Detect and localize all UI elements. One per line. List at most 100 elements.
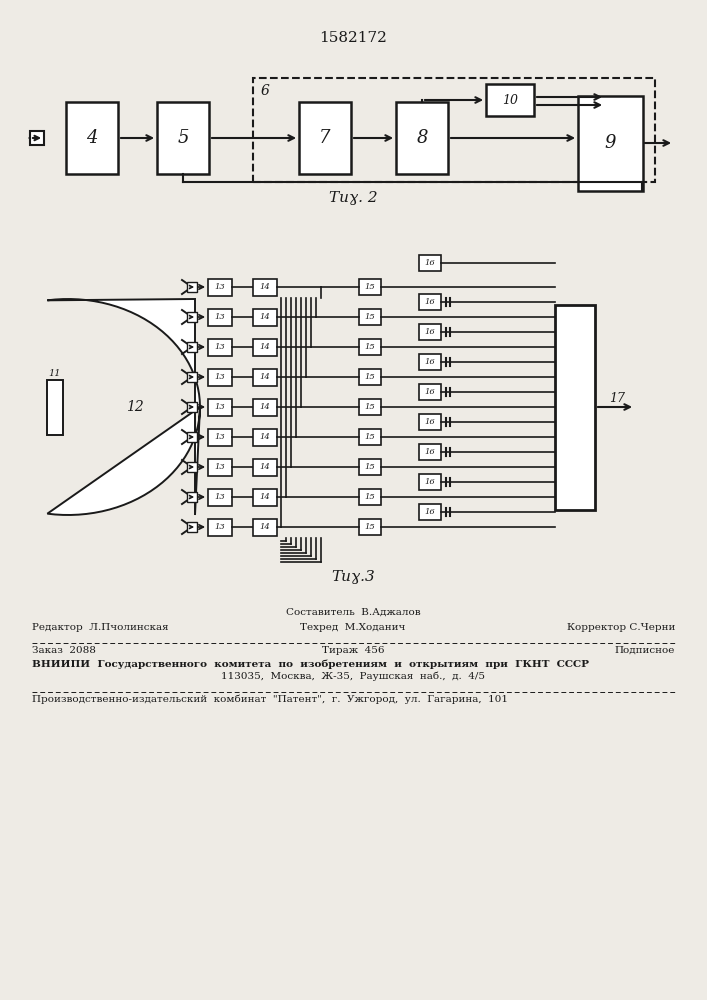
FancyBboxPatch shape <box>359 369 381 385</box>
FancyBboxPatch shape <box>208 368 232 385</box>
Text: 16: 16 <box>425 259 436 267</box>
FancyBboxPatch shape <box>253 488 277 506</box>
Polygon shape <box>187 522 197 532</box>
Polygon shape <box>187 462 197 472</box>
Text: Заказ  2088: Заказ 2088 <box>32 646 96 655</box>
FancyBboxPatch shape <box>253 428 277 446</box>
Text: 13: 13 <box>215 463 226 471</box>
Bar <box>253 78 655 182</box>
Text: 15: 15 <box>365 493 375 501</box>
Text: 13: 13 <box>215 493 226 501</box>
FancyBboxPatch shape <box>419 474 441 490</box>
FancyBboxPatch shape <box>208 308 232 326</box>
Text: 13: 13 <box>215 523 226 531</box>
Text: 16: 16 <box>425 478 436 486</box>
Polygon shape <box>30 131 44 145</box>
FancyBboxPatch shape <box>253 368 277 385</box>
Text: Корректор С.Черни: Корректор С.Черни <box>566 623 675 632</box>
Text: 16: 16 <box>425 418 436 426</box>
Text: 1582172: 1582172 <box>319 31 387 45</box>
Text: Редактор  Л.Пчолинская: Редактор Л.Пчолинская <box>32 623 169 632</box>
Text: 13: 13 <box>215 433 226 441</box>
Text: 15: 15 <box>365 343 375 351</box>
FancyBboxPatch shape <box>299 102 351 174</box>
FancyBboxPatch shape <box>208 488 232 506</box>
Text: 14: 14 <box>259 403 270 411</box>
Text: 14: 14 <box>259 343 270 351</box>
Text: 15: 15 <box>365 523 375 531</box>
Text: 13: 13 <box>215 283 226 291</box>
FancyBboxPatch shape <box>253 458 277 476</box>
FancyBboxPatch shape <box>208 428 232 446</box>
FancyBboxPatch shape <box>419 504 441 520</box>
Text: 5: 5 <box>177 129 189 147</box>
Text: Τиɣ. 2: Τиɣ. 2 <box>329 191 378 205</box>
Text: 15: 15 <box>365 463 375 471</box>
Text: 16: 16 <box>425 358 436 366</box>
Text: 17: 17 <box>609 392 625 406</box>
Text: Τиɣ.3: Τиɣ.3 <box>331 570 375 584</box>
Text: 8: 8 <box>416 129 428 147</box>
Text: 11: 11 <box>49 369 62 378</box>
FancyBboxPatch shape <box>253 338 277 356</box>
Polygon shape <box>187 402 197 412</box>
Text: 13: 13 <box>215 343 226 351</box>
Text: 16: 16 <box>425 328 436 336</box>
FancyBboxPatch shape <box>359 309 381 325</box>
Text: 14: 14 <box>259 313 270 321</box>
FancyBboxPatch shape <box>208 398 232 416</box>
FancyBboxPatch shape <box>208 458 232 476</box>
FancyBboxPatch shape <box>555 304 595 510</box>
Text: 9: 9 <box>604 134 616 152</box>
Text: 15: 15 <box>365 283 375 291</box>
FancyBboxPatch shape <box>419 255 441 271</box>
Text: 13: 13 <box>215 313 226 321</box>
Text: 16: 16 <box>425 508 436 516</box>
FancyBboxPatch shape <box>419 354 441 370</box>
Text: 14: 14 <box>259 463 270 471</box>
FancyBboxPatch shape <box>253 308 277 326</box>
FancyBboxPatch shape <box>253 518 277 536</box>
Text: Подписное: Подписное <box>614 646 675 655</box>
Text: 15: 15 <box>365 433 375 441</box>
FancyBboxPatch shape <box>419 444 441 460</box>
Text: 6: 6 <box>261 84 270 98</box>
Text: 10: 10 <box>502 94 518 106</box>
FancyBboxPatch shape <box>47 379 63 434</box>
FancyBboxPatch shape <box>419 414 441 430</box>
FancyBboxPatch shape <box>359 459 381 475</box>
FancyBboxPatch shape <box>253 278 277 296</box>
Polygon shape <box>187 492 197 502</box>
Text: ВНИИПИ  Государственного  комитета  по  изобретениям  и  открытиям  при  ГКНТ  С: ВНИИПИ Государственного комитета по изоб… <box>32 660 589 669</box>
Text: Тираж  456: Тираж 456 <box>322 646 384 655</box>
Polygon shape <box>187 342 197 352</box>
Text: 16: 16 <box>425 388 436 396</box>
FancyBboxPatch shape <box>419 294 441 310</box>
Text: 14: 14 <box>259 373 270 381</box>
Polygon shape <box>187 372 197 382</box>
Text: 16: 16 <box>425 448 436 456</box>
FancyBboxPatch shape <box>359 339 381 355</box>
Text: 14: 14 <box>259 283 270 291</box>
Text: 14: 14 <box>259 493 270 501</box>
Text: 16: 16 <box>425 298 436 306</box>
FancyBboxPatch shape <box>208 518 232 536</box>
Text: 15: 15 <box>365 313 375 321</box>
FancyBboxPatch shape <box>66 102 118 174</box>
FancyBboxPatch shape <box>578 96 643 190</box>
Text: 7: 7 <box>320 129 331 147</box>
Text: Техред  М.Ходанич: Техред М.Ходанич <box>300 623 406 632</box>
Text: 15: 15 <box>365 403 375 411</box>
Text: 14: 14 <box>259 523 270 531</box>
Text: 13: 13 <box>215 373 226 381</box>
FancyBboxPatch shape <box>359 399 381 415</box>
Text: 4: 4 <box>86 129 98 147</box>
Polygon shape <box>187 282 197 292</box>
Text: 13: 13 <box>215 403 226 411</box>
FancyBboxPatch shape <box>396 102 448 174</box>
Polygon shape <box>47 299 200 515</box>
Text: Производственно-издательский  комбинат  "Патент",  г.  Ужгород,  ул.  Гагарина, : Производственно-издательский комбинат "П… <box>32 694 508 704</box>
Text: Составитель  В.Аджалов: Составитель В.Аджалов <box>286 608 421 617</box>
FancyBboxPatch shape <box>157 102 209 174</box>
FancyBboxPatch shape <box>419 384 441 400</box>
